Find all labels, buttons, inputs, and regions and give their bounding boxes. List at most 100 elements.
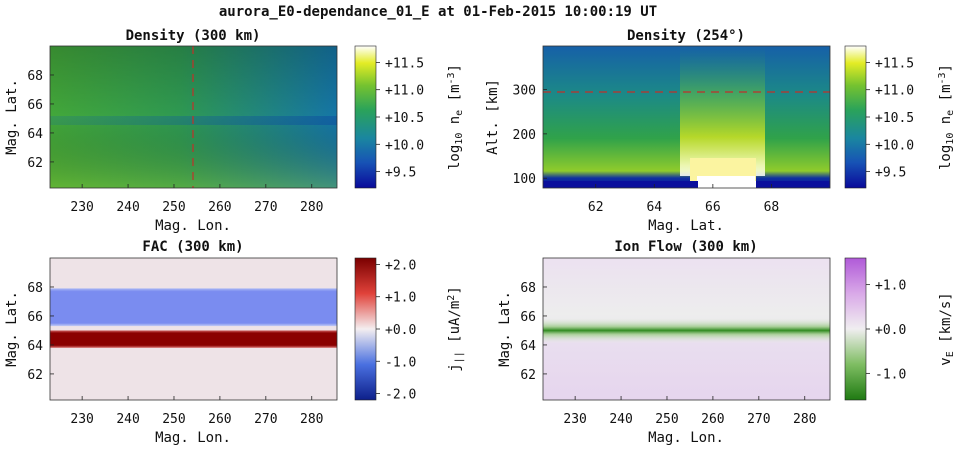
y-tick-label: 200 [513, 128, 536, 143]
colorbar-tick-label: +0.0 [875, 323, 906, 338]
colorbar-tick-label: +1.0 [875, 279, 906, 294]
y-tick-label: 66 [27, 98, 43, 113]
x-tick-label: 240 [116, 200, 139, 215]
axes-frame [49, 257, 338, 401]
y-tick-label: 64 [520, 339, 536, 354]
x-tick-labels: 230 240 250 260 270 280 [70, 184, 323, 215]
y-tick-label: 68 [27, 69, 43, 84]
axes-frame [542, 45, 831, 189]
x-tick-label: 280 [300, 200, 323, 215]
y-tick-labels: 62 64 66 68 [27, 69, 54, 171]
y-tick-label: 62 [520, 368, 536, 383]
y-tick-label: 64 [27, 127, 43, 142]
x-tick-label: 68 [764, 200, 780, 215]
heatmap-image [50, 258, 337, 400]
fac-band [50, 330, 337, 348]
y-axis-label: Mag. Lat. [4, 79, 20, 155]
x-axis-label: Mag. Lon. [648, 430, 724, 446]
colorbar-tick-label: +10.5 [385, 111, 424, 126]
x-tick-label: 250 [162, 200, 185, 215]
colorbar-tick-label: +11.5 [385, 56, 424, 71]
x-axis-label: Mag. Lat. [648, 218, 724, 234]
colorbar: +9.5 +10.0 +10.5 +11.0 +11.5 log10 ne [m-3] [354, 45, 465, 189]
x-axis-label: Mag. Lon. [155, 430, 231, 446]
x-tick-label: 240 [609, 412, 632, 427]
x-tick-label: 270 [747, 412, 770, 427]
colorbar-tick-label: +11.0 [385, 84, 424, 99]
ion-flow-band [543, 317, 830, 344]
y-tick-labels: 62 64 66 68 [520, 281, 547, 383]
colorbar-tick-label: +11.0 [875, 84, 914, 99]
fac-band [50, 288, 337, 327]
colorbar-tick-label: +10.0 [385, 138, 424, 153]
colorbar: +9.5 +10.0 +10.5 +11.0 +11.5 log10 ne [m-3] [844, 45, 956, 189]
y-tick-label: 62 [27, 368, 43, 383]
y-tick-label: 300 [513, 83, 536, 98]
y-axis-label: Mag. Lat. [4, 291, 20, 367]
colorbar-tick-labels: +9.5 +10.0 +10.5 +11.0 +11.5 [866, 56, 914, 181]
x-tick-label: 230 [70, 412, 93, 427]
colorbar-label: log10 ne [m-3] [937, 64, 956, 170]
colorbar-tick-label: +0.0 [385, 323, 416, 338]
colorbar-label: vE [km/s] [938, 292, 956, 365]
colorbar-label: log10 ne [m-3] [446, 64, 465, 170]
colorbar-tick-label: -2.0 [385, 388, 416, 403]
panel-title: Density (254°) [627, 28, 745, 44]
colorbar-tick-labels: -1.0 +0.0 +1.0 [866, 279, 906, 382]
y-tick-labels: 100 200 300 [513, 83, 547, 187]
y-tick-label: 68 [520, 281, 536, 296]
x-tick-labels: 62 64 66 68 [588, 184, 779, 215]
panel-density-300km: Density (300 km) 230 240 250 260 270 280 62 64… [4, 28, 465, 234]
colorbar-tick-label: +11.5 [875, 56, 914, 71]
colorbar-tick-label: -1.0 [875, 367, 906, 382]
y-axis-label: Mag. Lat. [497, 291, 513, 367]
colorbar-tick-label: +9.5 [875, 166, 906, 181]
x-tick-label: 62 [588, 200, 604, 215]
x-tick-label: 64 [646, 200, 662, 215]
heatmap-image [543, 258, 830, 400]
colorbar-tick-label: -1.0 [385, 355, 416, 370]
y-tick-label: 68 [27, 281, 43, 296]
y-tick-label: 66 [520, 310, 536, 325]
x-tick-label: 230 [70, 200, 93, 215]
colorbar-tick-label: +1.0 [385, 291, 416, 306]
colorbar-tick-labels: -2.0 -1.0 +0.0 +1.0 +2.0 [376, 258, 416, 403]
x-tick-label: 270 [254, 200, 277, 215]
x-tick-label: 66 [705, 200, 721, 215]
y-tick-label: 64 [27, 339, 43, 354]
x-axis-label: Mag. Lon. [155, 218, 231, 234]
panel-title: Density (300 km) [126, 28, 261, 44]
x-tick-labels: 230 240 250 260 270 280 [70, 396, 323, 427]
x-tick-label: 260 [208, 200, 231, 215]
panel-density-254deg: Density (254°) 62 64 66 68 100 200 300 Mag. L… [485, 28, 956, 234]
colorbar-tick-label: +9.5 [385, 166, 416, 181]
colorbar-tick-labels: +9.5 +10.0 +10.5 +11.0 +11.5 [376, 56, 424, 181]
x-tick-label: 250 [655, 412, 678, 427]
y-tick-labels: 62 64 66 68 [27, 281, 54, 383]
figure-suptitle: aurora_E0-dependance_01_E at 01-Feb-2015… [219, 4, 657, 20]
x-tick-label: 280 [300, 412, 323, 427]
axes-frame [49, 45, 338, 189]
colorbar-tick-label: +2.0 [385, 258, 416, 273]
y-tick-label: 62 [27, 156, 43, 171]
y-axis-label: Alt. [km] [485, 79, 501, 155]
x-tick-label: 260 [208, 412, 231, 427]
x-tick-label: 250 [162, 412, 185, 427]
x-tick-labels: 230 240 250 260 270 280 [563, 396, 816, 427]
colorbar: -2.0 -1.0 +0.0 +1.0 +2.0 j|| [uA/m2] [354, 257, 465, 403]
x-tick-label: 280 [793, 412, 816, 427]
colorbar-tick-label: +10.5 [875, 111, 914, 126]
panel-title: FAC (300 km) [142, 239, 243, 255]
panel-fac-300km: FAC (300 km) 230 240 250 260 270 280 62 64 66 68… [4, 239, 465, 446]
x-tick-label: 270 [254, 412, 277, 427]
axes-frame [542, 257, 831, 401]
colorbar-tick-label: +10.0 [875, 138, 914, 153]
y-tick-label: 66 [27, 310, 43, 325]
panel-ion-flow-300km: Ion Flow (300 km) 230 240 250 260 270 280 626… [497, 239, 956, 446]
colorbar: -1.0 +0.0 +1.0 vE [km/s] [844, 257, 956, 401]
y-tick-label: 100 [513, 172, 536, 187]
heatmap-image [543, 46, 830, 188]
x-tick-label: 260 [701, 412, 724, 427]
x-tick-label: 240 [116, 412, 139, 427]
